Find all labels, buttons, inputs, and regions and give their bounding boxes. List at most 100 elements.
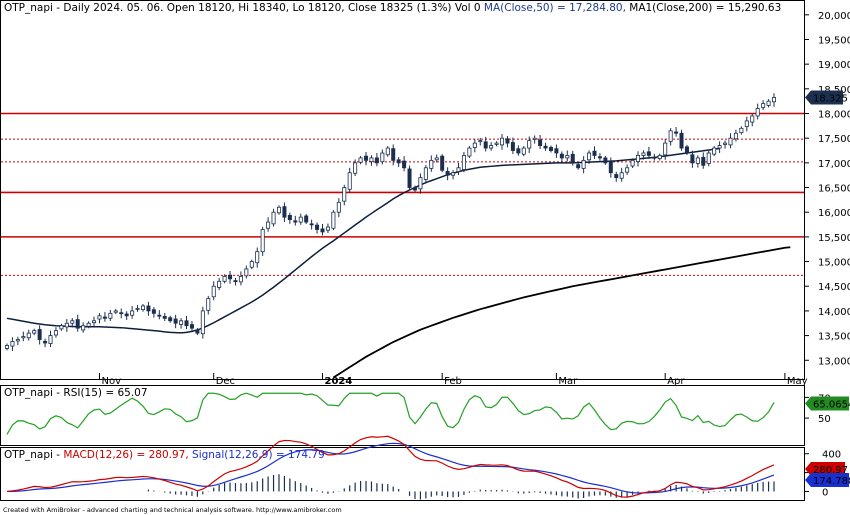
candle-body xyxy=(81,325,86,331)
candle-body xyxy=(173,318,178,324)
candle-body xyxy=(195,329,200,334)
candle-body xyxy=(315,224,320,230)
candle-body xyxy=(211,285,216,298)
candle-body xyxy=(690,154,695,164)
rsi-value-tag: 65.0654 xyxy=(805,396,850,411)
price-tick-label: 19,500 xyxy=(818,35,850,46)
x-axis-label: Dec xyxy=(216,376,235,387)
macd-tick-label: 400 xyxy=(822,450,841,461)
candle-body xyxy=(222,275,227,282)
candle-body xyxy=(64,322,69,328)
candle-body xyxy=(494,142,499,145)
candle-body xyxy=(140,305,145,311)
rsi-line xyxy=(6,392,775,435)
candle-body xyxy=(472,142,477,148)
candle-body xyxy=(723,142,728,145)
candle-body xyxy=(347,172,352,190)
x-axis-label: May xyxy=(787,376,808,387)
macd-value-tag-text: 280.97 xyxy=(813,465,848,476)
price-tick-label: 18,500 xyxy=(818,85,850,96)
candle-body xyxy=(217,280,222,288)
candle-body xyxy=(5,345,10,349)
candlestick-series xyxy=(5,93,777,351)
candle-body xyxy=(581,159,586,169)
candle-body xyxy=(728,137,733,146)
candle-body xyxy=(358,157,363,163)
macd-label: MACD(12,26) = 280.97, xyxy=(63,449,188,461)
signal-value-tag-text: 174.788 xyxy=(813,476,850,487)
candle-body xyxy=(407,168,412,188)
candle-body xyxy=(309,223,314,226)
footer-credit: Created with AmiBroker - advanced charti… xyxy=(3,506,342,514)
candle-body xyxy=(576,164,581,169)
candle-body xyxy=(364,155,369,161)
candle-body xyxy=(554,148,559,154)
candle-body xyxy=(641,152,646,156)
candle-body xyxy=(369,157,374,162)
ma200-layer xyxy=(332,246,791,379)
candle-body xyxy=(445,171,450,176)
candle-body xyxy=(233,280,238,283)
candle-body xyxy=(527,140,532,149)
candle-body xyxy=(86,322,91,327)
candle-body xyxy=(130,310,135,316)
macd-line xyxy=(6,435,775,498)
candle-body xyxy=(15,339,20,342)
x-axis-label: Feb xyxy=(444,376,462,387)
candle-body xyxy=(505,138,510,144)
x-axis-label: Apr xyxy=(667,376,685,387)
candle-body xyxy=(325,226,330,231)
price-tick-label: 15,000 xyxy=(818,258,850,269)
candle-body xyxy=(597,156,602,159)
last-price-tag-bg xyxy=(805,90,843,105)
candle-body xyxy=(657,155,662,159)
candle-body xyxy=(766,100,771,106)
candle-body xyxy=(516,148,521,154)
macd-value-tag: 280.97 xyxy=(805,462,848,476)
candle-body xyxy=(59,325,64,330)
candle-body xyxy=(739,127,744,134)
candle-body xyxy=(380,152,385,163)
candle-body xyxy=(440,155,445,171)
signal-value-tag: 174.788 xyxy=(805,473,850,487)
candle-body xyxy=(483,141,488,149)
candle-body xyxy=(282,206,287,218)
candle-body xyxy=(97,315,102,320)
price-tick-label: 15,500 xyxy=(818,233,850,244)
signal-value-tag-bg xyxy=(805,473,849,487)
candle-body xyxy=(21,336,26,339)
rsi-panel-title: OTP_napi - RSI(15) = 65.07 xyxy=(4,387,148,399)
candle-body xyxy=(179,320,184,325)
candle-body xyxy=(385,147,390,156)
candle-body xyxy=(48,335,53,344)
candle-body xyxy=(249,261,254,268)
macd-title-prefix: OTP_napi - xyxy=(4,449,63,461)
candle-body xyxy=(461,155,466,170)
candle-body xyxy=(10,341,15,347)
candle-body xyxy=(151,309,156,314)
candle-body xyxy=(478,140,483,143)
candle-body xyxy=(102,316,107,319)
price-y-axis: 20,000 19,500 19,000 18,500 18,000 17,500 17,0… xyxy=(804,11,850,367)
candle-body xyxy=(646,151,651,156)
candle-body xyxy=(538,139,543,146)
candle-body xyxy=(489,145,494,149)
candle-body xyxy=(402,160,407,169)
candle-body xyxy=(510,142,515,151)
candle-body xyxy=(342,187,347,202)
candle-body xyxy=(717,145,722,149)
rsi-value-tag-text: 65.0654 xyxy=(813,399,850,410)
candle-body xyxy=(603,157,608,164)
candle-body xyxy=(244,268,249,277)
candle-body xyxy=(423,167,428,180)
candle-body xyxy=(532,137,537,140)
candle-body xyxy=(119,312,124,315)
candle-body xyxy=(124,313,129,317)
candle-body xyxy=(75,319,80,329)
candle-body xyxy=(70,320,75,324)
price-tick-label: 13,500 xyxy=(818,332,850,343)
candle-body xyxy=(521,147,526,155)
price-panel-frame xyxy=(0,0,805,380)
